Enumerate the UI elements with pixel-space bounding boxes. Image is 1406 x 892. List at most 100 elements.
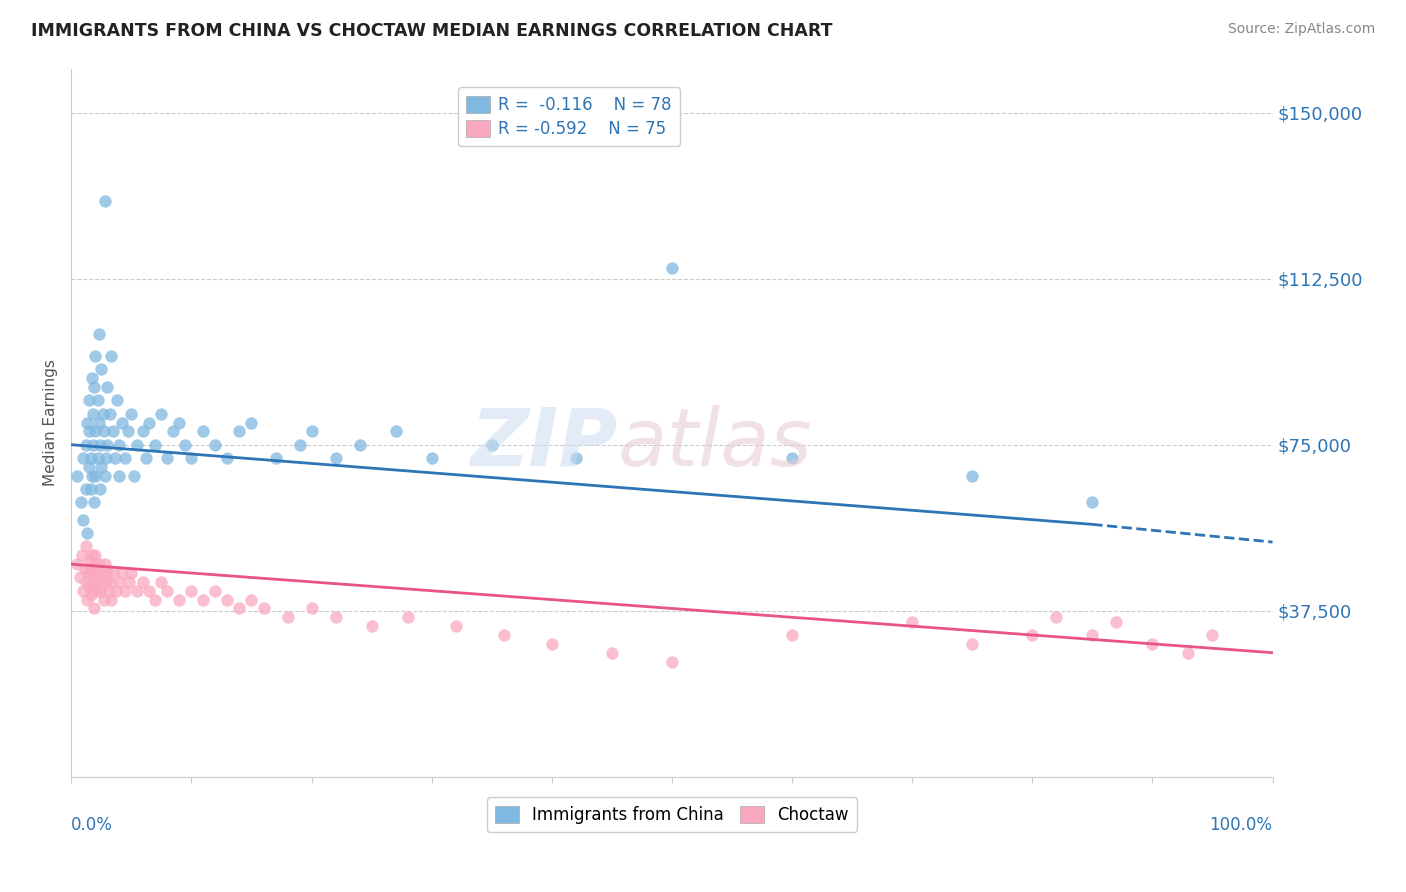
- Point: [75, 482, 97, 496]
- Point: [104, 583, 127, 598]
- Point: [79, 450, 101, 465]
- Point: [73, 561, 96, 575]
- Point: [1081, 495, 1104, 509]
- Point: [600, 646, 623, 660]
- Point: [127, 583, 149, 598]
- Point: [122, 468, 145, 483]
- Point: [80, 468, 103, 483]
- Point: [91, 566, 114, 580]
- Point: [76, 416, 98, 430]
- Point: [84, 425, 107, 439]
- Point: [70, 495, 93, 509]
- Point: [277, 610, 299, 624]
- Point: [1021, 628, 1043, 642]
- Point: [138, 583, 160, 598]
- Text: IMMIGRANTS FROM CHINA VS CHOCTAW MEDIAN EARNINGS CORRELATION CHART: IMMIGRANTS FROM CHINA VS CHOCTAW MEDIAN …: [31, 22, 832, 40]
- Point: [1045, 610, 1067, 624]
- Point: [94, 468, 117, 483]
- Point: [111, 416, 134, 430]
- Point: [70, 549, 93, 563]
- Point: [79, 553, 101, 567]
- Point: [120, 566, 142, 580]
- Point: [780, 628, 803, 642]
- Point: [360, 619, 382, 633]
- Point: [75, 540, 97, 554]
- Point: [444, 619, 467, 633]
- Point: [1201, 628, 1223, 642]
- Point: [301, 425, 323, 439]
- Point: [83, 558, 105, 572]
- Point: [76, 592, 98, 607]
- Point: [89, 438, 111, 452]
- Point: [127, 438, 149, 452]
- Point: [79, 393, 101, 408]
- Point: [103, 566, 125, 580]
- Point: [79, 561, 101, 575]
- Text: ZIP: ZIP: [471, 405, 617, 483]
- Point: [150, 574, 173, 589]
- Point: [66, 558, 89, 572]
- Point: [145, 438, 167, 452]
- Point: [349, 438, 371, 452]
- Point: [75, 574, 97, 589]
- Text: 100.0%: 100.0%: [1209, 815, 1272, 833]
- Point: [228, 425, 250, 439]
- Point: [162, 425, 184, 439]
- Point: [87, 416, 110, 430]
- Point: [138, 416, 160, 430]
- Point: [89, 482, 111, 496]
- Point: [180, 450, 202, 465]
- Point: [96, 438, 118, 452]
- Point: [1081, 628, 1104, 642]
- Point: [87, 450, 110, 465]
- Point: [105, 393, 128, 408]
- Point: [90, 583, 112, 598]
- Point: [93, 592, 115, 607]
- Point: [960, 637, 983, 651]
- Point: [76, 526, 98, 541]
- Point: [264, 450, 287, 465]
- Point: [72, 513, 94, 527]
- Point: [901, 615, 924, 629]
- Point: [90, 362, 112, 376]
- Point: [94, 194, 117, 209]
- Point: [83, 380, 105, 394]
- Point: [94, 450, 117, 465]
- Point: [103, 425, 125, 439]
- Point: [117, 425, 139, 439]
- Point: [84, 549, 107, 563]
- Point: [96, 380, 118, 394]
- Point: [180, 583, 202, 598]
- Point: [87, 393, 110, 408]
- Point: [108, 574, 131, 589]
- Point: [960, 468, 983, 483]
- Y-axis label: Median Earnings: Median Earnings: [44, 359, 58, 486]
- Point: [120, 407, 142, 421]
- Point: [82, 583, 104, 598]
- Point: [94, 574, 117, 589]
- Point: [240, 416, 263, 430]
- Point: [118, 574, 141, 589]
- Point: [145, 592, 167, 607]
- Point: [83, 601, 105, 615]
- Point: [193, 592, 215, 607]
- Point: [481, 438, 503, 452]
- Point: [79, 425, 101, 439]
- Point: [114, 583, 136, 598]
- Point: [1142, 637, 1164, 651]
- Point: [252, 601, 274, 615]
- Point: [80, 371, 103, 385]
- Point: [204, 438, 226, 452]
- Point: [132, 574, 155, 589]
- Point: [204, 583, 226, 598]
- Legend: Immigrants from China, Choctaw: Immigrants from China, Choctaw: [486, 797, 856, 832]
- Point: [156, 583, 179, 598]
- Point: [169, 416, 191, 430]
- Point: [87, 327, 110, 342]
- Point: [111, 566, 134, 580]
- Point: [135, 450, 157, 465]
- Point: [217, 592, 239, 607]
- Point: [79, 459, 101, 474]
- Point: [77, 566, 100, 580]
- Point: [492, 628, 515, 642]
